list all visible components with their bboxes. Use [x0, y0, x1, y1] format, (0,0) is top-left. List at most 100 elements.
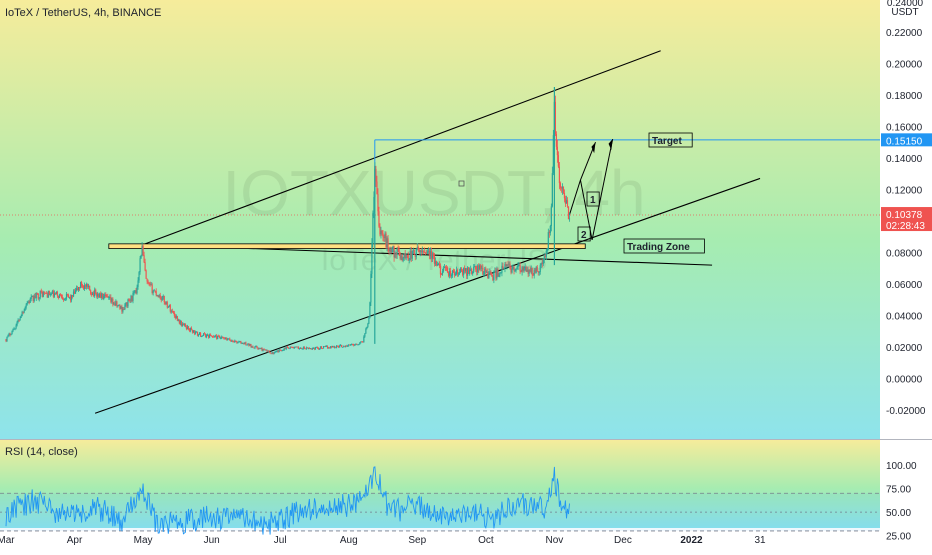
candle-body	[124, 304, 126, 310]
candle-body	[545, 250, 547, 257]
price-top-label: 0.24000	[887, 0, 924, 9]
candle-body	[163, 295, 165, 303]
candle-body	[477, 265, 479, 273]
upper-trend-line[interactable]	[142, 50, 661, 246]
candle-body	[450, 275, 453, 277]
candle-body	[250, 344, 252, 347]
candle-body	[30, 296, 32, 299]
candle-body	[290, 346, 292, 348]
candle-body	[202, 333, 205, 336]
drawing-layer[interactable]	[94, 50, 880, 414]
candle-body	[471, 269, 473, 274]
candle-body	[278, 349, 280, 353]
candle-body	[96, 292, 98, 297]
candle-body	[498, 275, 500, 277]
current-price-badge	[881, 207, 932, 232]
rsi-layer[interactable]	[0, 466, 880, 535]
lower-trend-line[interactable]	[94, 177, 761, 414]
price-axis[interactable]: 0.22000 0.20000 0.18000 0.16000 0.14000 0.120…	[881, 0, 932, 417]
candle-body	[424, 252, 426, 254]
candle-body	[218, 335, 220, 337]
candle-body	[231, 340, 233, 342]
arrowhead	[608, 139, 613, 151]
candle-series[interactable]	[5, 87, 571, 355]
trading-zone-label-box[interactable]	[623, 238, 705, 254]
rsi-line[interactable]	[5, 466, 570, 535]
candle-body	[405, 254, 407, 259]
price-tick-label: 0.22000	[886, 28, 923, 39]
candle-body	[265, 349, 267, 351]
candle-body	[102, 293, 104, 300]
candle-body	[187, 326, 190, 330]
candle-body	[486, 272, 488, 273]
target-price-badge-text: 0.15150	[886, 136, 923, 147]
candle-body	[411, 250, 413, 259]
candle-body	[303, 347, 305, 349]
candle-body	[227, 338, 229, 340]
candle-body	[225, 337, 227, 339]
candle-body	[430, 251, 432, 259]
candle-body	[557, 155, 559, 167]
candle-body	[72, 291, 75, 297]
candle-body	[289, 346, 291, 349]
candle-body	[98, 294, 100, 298]
candle-body	[567, 206, 570, 220]
candle-body	[114, 303, 116, 306]
candle-body	[264, 349, 266, 351]
candle-body	[438, 264, 441, 266]
candle-body	[546, 248, 548, 251]
candle-body	[318, 348, 321, 350]
candle-body	[381, 230, 383, 234]
target-label-box[interactable]	[648, 132, 693, 148]
candle-body	[20, 316, 22, 318]
candle-body	[29, 298, 31, 303]
candle-body	[273, 352, 275, 354]
candle-body	[233, 341, 235, 343]
candle-body	[402, 257, 404, 261]
rsi-axis[interactable]: 100.00 75.00 50.00 25.00	[886, 461, 917, 543]
wave-2-label-box[interactable]	[577, 226, 591, 242]
candle-body	[507, 264, 509, 266]
candle-body	[236, 341, 238, 343]
candle-body	[390, 249, 392, 253]
candle-body	[344, 346, 346, 348]
candle-body	[519, 264, 521, 272]
candle-body	[515, 268, 517, 271]
candle-body	[503, 268, 505, 270]
wave-1-label-box[interactable]	[586, 191, 600, 207]
candle-body	[274, 351, 276, 353]
candle-body	[549, 226, 551, 233]
candle-body	[412, 250, 414, 251]
candle-body	[121, 306, 123, 312]
candle-body	[287, 347, 289, 349]
candle-body	[88, 285, 90, 288]
candle-body	[284, 348, 286, 350]
candle-body	[357, 344, 359, 346]
candle-body	[481, 267, 483, 269]
time-tick-label: 2022	[680, 535, 703, 546]
candle-body	[425, 253, 427, 255]
annotation-layer[interactable]: Target Trading Zone 1 2	[577, 132, 705, 254]
candle-body	[119, 305, 121, 309]
candle-body	[300, 348, 302, 349]
trading-zone-band[interactable]	[108, 243, 586, 249]
candle-body	[334, 346, 336, 348]
candle-body	[181, 323, 184, 326]
candle-body	[25, 304, 27, 308]
rsi-tick-label: 25.00	[886, 532, 911, 543]
candle-body	[5, 339, 7, 341]
candle-body	[366, 326, 368, 329]
candle-body	[435, 261, 438, 266]
candle-body	[308, 348, 311, 350]
candle-body	[18, 319, 20, 321]
candle-body	[43, 292, 45, 293]
candle-body	[220, 338, 222, 339]
time-axis[interactable]: Mar Apr May Jun Jul Aug Sep Oct Nov Dec 2022 31	[0, 535, 766, 546]
candle-body	[228, 338, 230, 340]
candle-body	[488, 274, 490, 278]
candle-body	[238, 341, 240, 343]
candle-body	[521, 267, 523, 272]
candle-body	[165, 302, 167, 305]
rsi-title: RSI (14, close)	[5, 446, 78, 458]
